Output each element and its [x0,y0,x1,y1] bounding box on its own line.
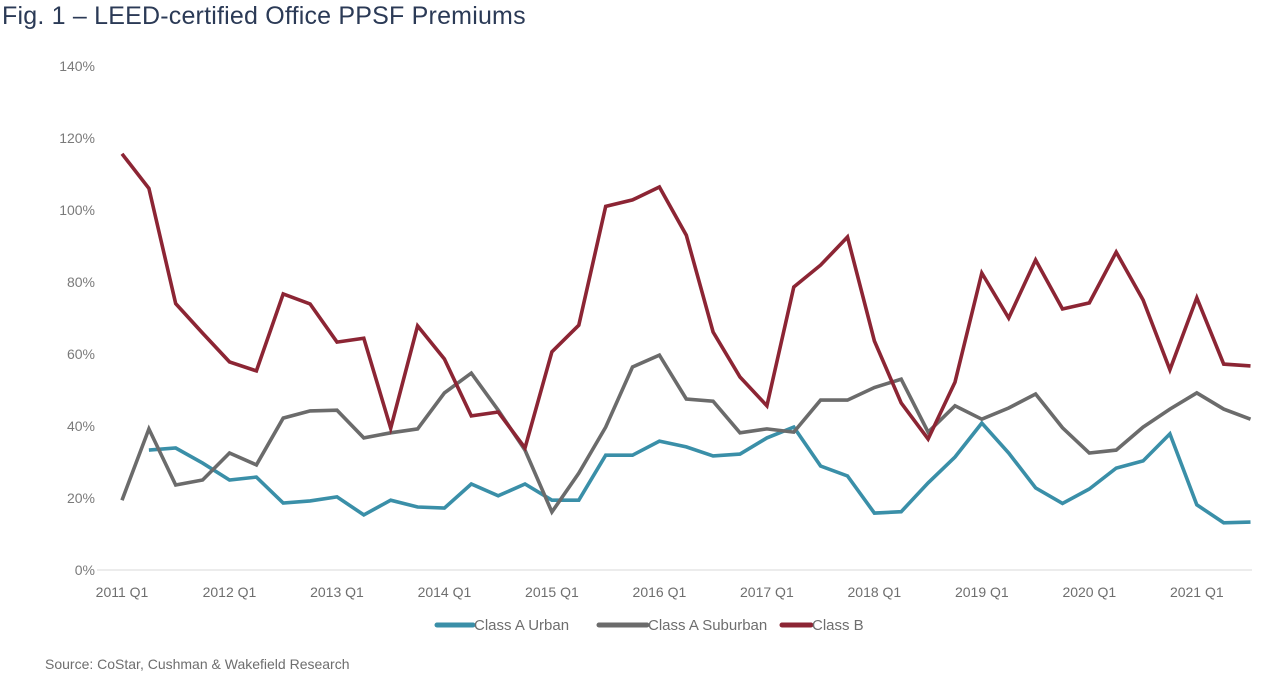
y-tick-label: 120% [59,130,95,146]
legend-item: Class A Urban [434,617,569,634]
legend: Class A Urban Class A Suburban Class B [434,617,864,634]
legend-label: Class A Suburban [648,617,767,634]
legend-label: Class B [812,617,864,634]
x-tick-label: 2020 Q1 [1062,584,1116,600]
legend-label: Class A Urban [474,617,569,634]
x-tick-label: 2012 Q1 [203,584,257,600]
x-tick-label: 2014 Q1 [418,584,472,600]
x-tick-label: 2018 Q1 [848,584,902,600]
series-class-a-suburban [120,352,1252,516]
y-tick-label: 100% [59,202,95,218]
y-tick-label: 40% [67,418,95,434]
legend-item: Class A Suburban [596,617,767,634]
y-tick-label: 0% [75,562,95,578]
x-tick-label: 2019 Q1 [955,584,1009,600]
series-line [120,352,1252,516]
x-tick-label: 2021 Q1 [1170,584,1224,600]
y-tick-label: 20% [67,490,95,506]
y-tick-label: 80% [67,274,95,290]
y-axis: 0% 20% 40% 60% 80% 100% 120% 140% [59,58,95,578]
x-tick-label: 2017 Q1 [740,584,794,600]
chart-title: Fig. 1 – LEED-certified Office PPSF Prem… [2,2,526,30]
x-tick-label: 2015 Q1 [525,584,579,600]
x-tick-label: 2013 Q1 [310,584,364,600]
source-note: Source: CoStar, Cushman & Wakefield Rese… [45,656,350,672]
x-axis: 2011 Q1 2012 Q1 2013 Q1 2014 Q1 2015 Q1 2016 … [96,584,1224,600]
x-tick-label: 2011 Q1 [96,584,149,600]
series-layer [120,152,1252,525]
y-tick-label: 140% [59,58,95,74]
series-class-a-urban [148,420,1251,525]
legend-item: Class B [779,617,864,634]
series-class-b [120,152,1251,453]
x-tick-label: 2016 Q1 [633,584,687,600]
series-line [120,152,1251,453]
series-line [148,420,1251,525]
y-tick-label: 60% [67,346,95,362]
